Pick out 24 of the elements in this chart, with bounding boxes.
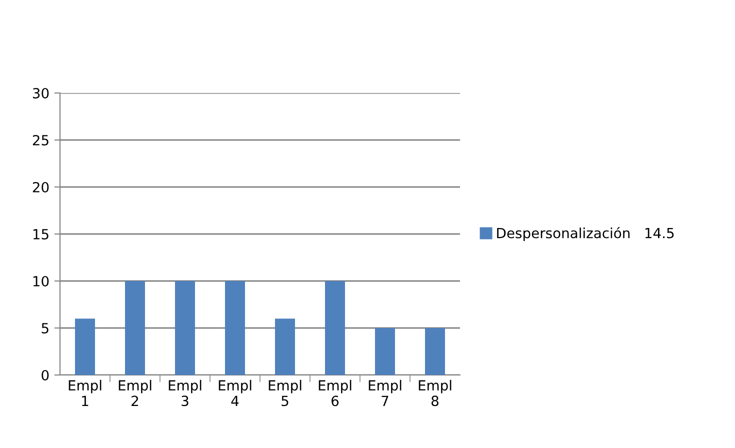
legend-label: Despersonalización 14.5: [497, 227, 674, 241]
bar: [75, 318, 95, 375]
y-tick-label: 10: [33, 276, 49, 286]
bar: [225, 281, 245, 375]
y-tick-label: 5: [42, 323, 48, 334]
x-tick-label: Empl 4: [218, 380, 252, 406]
bar: [275, 318, 295, 375]
y-tick-label: 0: [42, 370, 49, 380]
x-tick-label: Empl 6: [318, 380, 352, 406]
x-tick-label: Empl 3: [168, 380, 202, 406]
x-tick-label: Empl 8: [418, 380, 452, 406]
bar: [175, 281, 195, 375]
x-tick-label: Empl 7: [368, 380, 402, 406]
y-tick-label: 25: [32, 134, 48, 146]
x-tick-label: Empl 1: [68, 380, 102, 406]
bar: [325, 281, 345, 375]
bar: [125, 281, 145, 375]
y-tick-label: 30: [32, 88, 49, 98]
bar: [425, 328, 445, 375]
x-tick-label: Empl 5: [268, 380, 302, 406]
y-tick-label: 20: [32, 182, 49, 192]
x-tick-label: Empl 2: [118, 380, 152, 406]
bar: [375, 328, 395, 375]
y-tick-label: 15: [33, 229, 48, 240]
